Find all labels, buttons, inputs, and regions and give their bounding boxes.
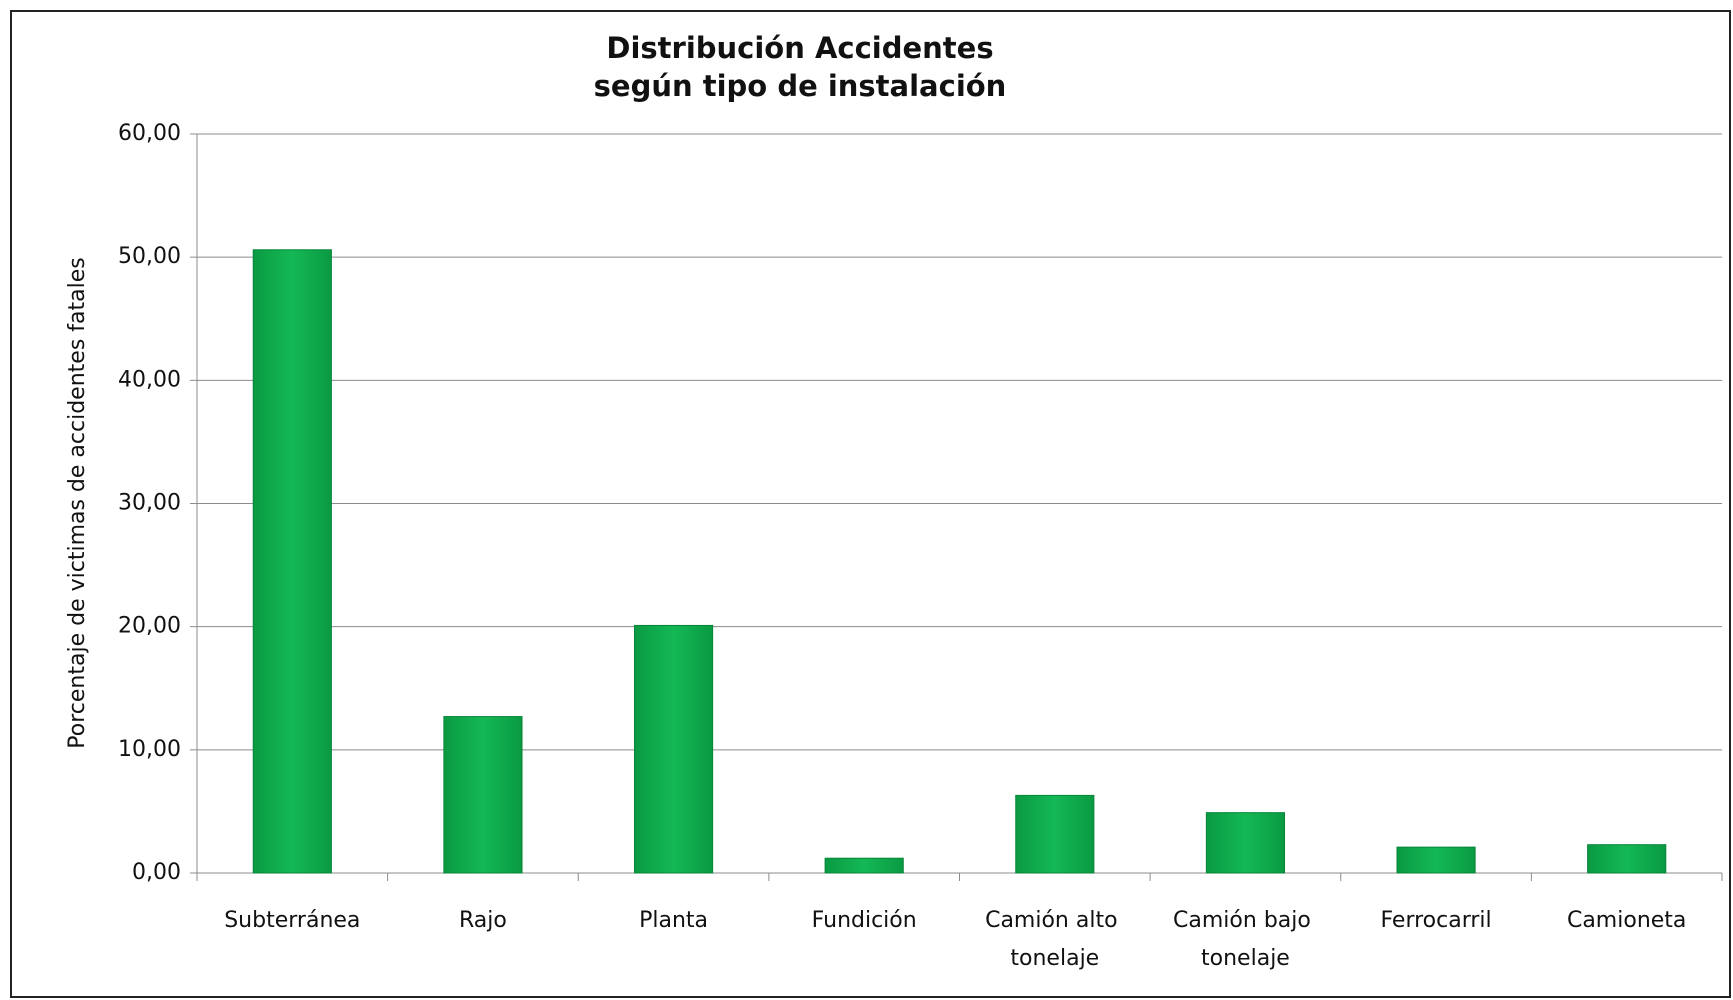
y-tick-label: 10,00 xyxy=(118,737,181,762)
chart-title: según tipo de instalación xyxy=(594,69,1007,103)
x-tick-label: Camioneta xyxy=(1567,908,1686,933)
bar xyxy=(252,249,332,874)
x-tick-label: Subterránea xyxy=(224,908,360,933)
chart-title: Distribución Accidentes xyxy=(606,31,993,65)
bar xyxy=(443,716,523,874)
bar xyxy=(1015,794,1095,874)
y-tick-label: 20,00 xyxy=(118,614,181,639)
y-tick-label: 0,00 xyxy=(132,860,181,885)
x-tick-label: Rajo xyxy=(459,908,507,933)
x-tick-label: Planta xyxy=(639,908,708,933)
x-tick-label: Ferrocarril xyxy=(1380,908,1491,933)
bar xyxy=(633,624,714,874)
bar xyxy=(1205,812,1286,874)
y-tick-label: 30,00 xyxy=(118,491,181,516)
y-tick-label: 60,00 xyxy=(118,121,181,146)
x-tick-label: Fundición xyxy=(812,908,917,933)
x-tick-label: Camión alto tonelaje xyxy=(985,908,1124,971)
x-tick-label: Camión bajo tonelaje xyxy=(1173,908,1318,971)
bar xyxy=(1396,846,1476,874)
y-axis-label: Porcentaje de victimas de accidentes fat… xyxy=(65,257,90,748)
bar xyxy=(824,857,904,874)
bar xyxy=(1587,844,1667,874)
y-tick-label: 50,00 xyxy=(118,244,181,269)
y-tick-label: 40,00 xyxy=(118,367,181,392)
